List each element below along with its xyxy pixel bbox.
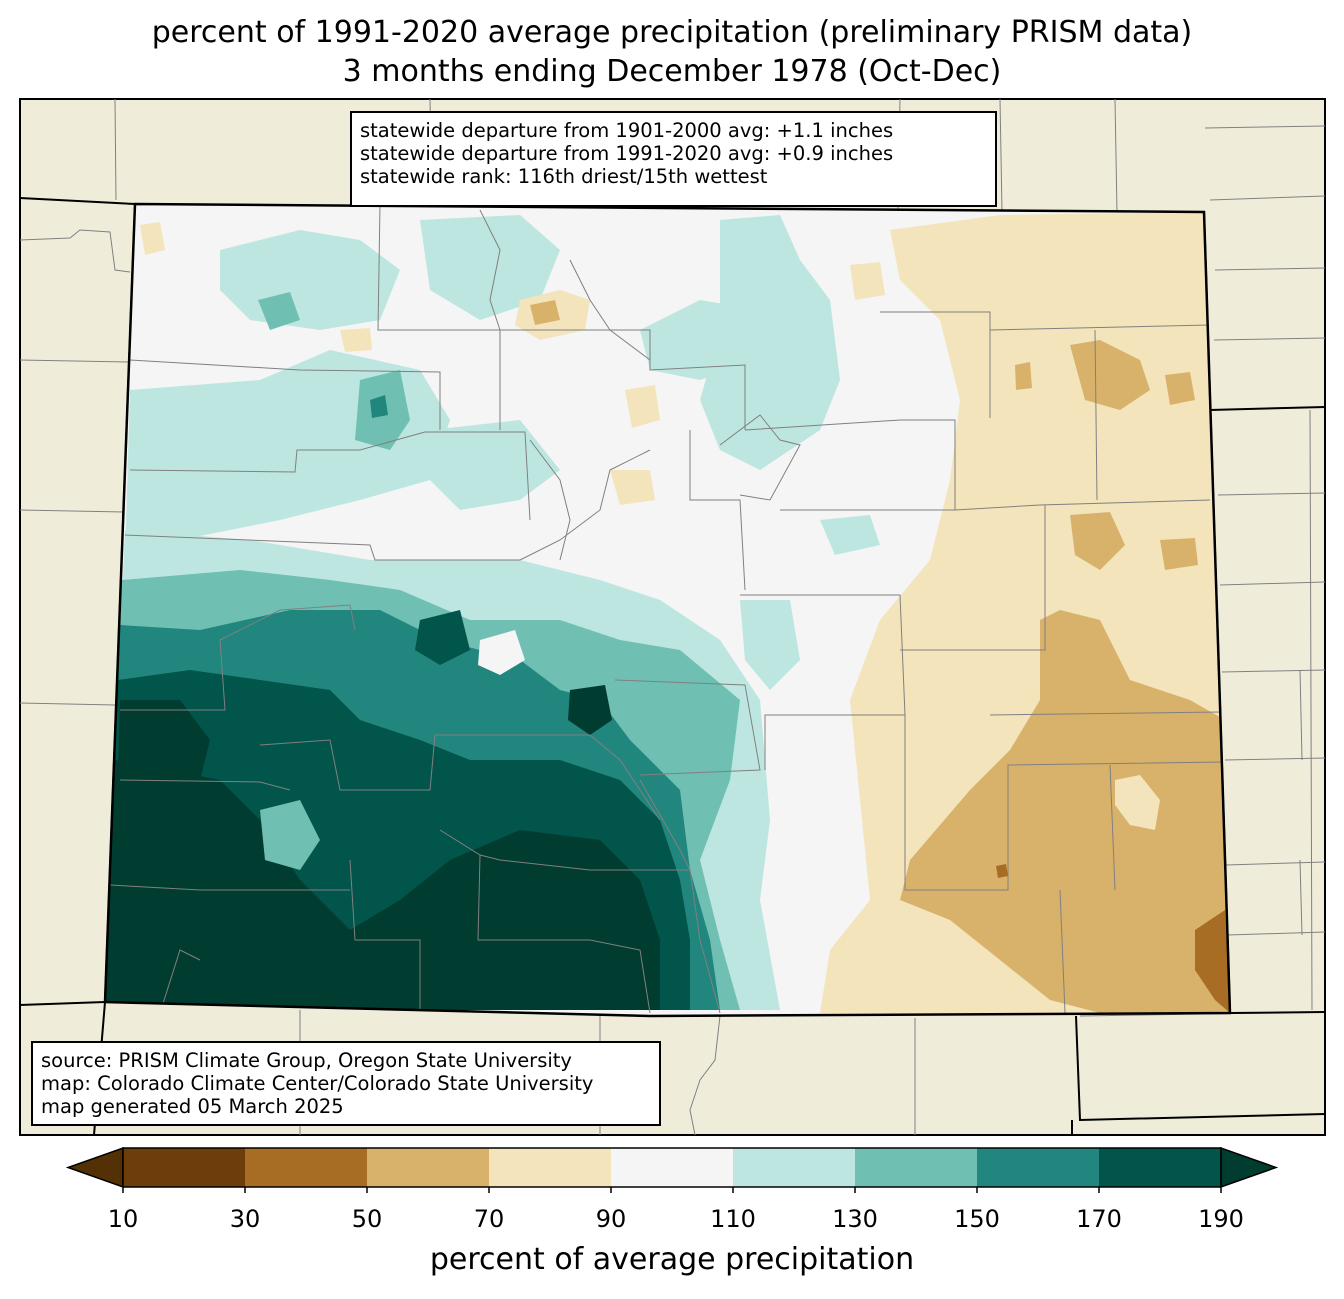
map-title-line2: 3 months ending December 1978 (Oct-Dec) [342,54,1002,89]
colorbar-tick-label: 130 [832,1205,878,1233]
county-lines [109,204,1226,1014]
source-map-credit: map: Colorado Climate Center/Colorado St… [41,1072,594,1095]
colorbar [65,1146,1279,1193]
colorbar-segment [1099,1148,1222,1187]
colorbar-over-arrow [1220,1146,1279,1189]
colorado-precip-field [105,204,1230,1016]
colorbar-segment [977,1148,1100,1187]
colorado-border [103,202,1232,1018]
colorbar-segment [245,1148,368,1187]
colorbar-tick-label: 190 [1198,1205,1244,1233]
statewide-stats-box: statewide departure from 1901-2000 avg: … [350,111,997,207]
colorbar-segment [489,1148,612,1187]
colorbar-label: percent of average precipitation [429,1242,915,1277]
stats-departure-1901-2000: statewide departure from 1901-2000 avg: … [360,119,894,142]
colorbar-tick-label: 70 [473,1205,505,1233]
colorbar-tick-label: 170 [1076,1205,1122,1233]
neighbor-county-lines [19,98,1326,1136]
colorbar-segment [367,1148,490,1187]
colorbar-segment [123,1148,246,1187]
colorbar-under-arrow [65,1146,124,1189]
colorbar-tick-label: 110 [710,1205,756,1233]
colorbar-tick-label: 150 [954,1205,1000,1233]
map-title-line1: percent of 1991-2020 average precipitati… [151,15,1193,50]
source-box: source: PRISM Climate Group, Oregon Stat… [31,1041,661,1126]
colorbar-outline [122,1147,1222,1188]
stats-rank: statewide rank: 116th driest/15th wettes… [360,165,768,188]
colorbar-tick-label: 30 [229,1205,261,1233]
colorbar-tick-label: 50 [351,1205,383,1233]
stats-departure-1991-2020: statewide departure from 1991-2020 avg: … [360,142,894,165]
colorbar-segment [855,1148,978,1187]
colorbar-segment [611,1148,734,1187]
source-generated-date: map generated 05 March 2025 [41,1095,344,1118]
colorbar-tick-label: 10 [107,1205,139,1233]
source-prism: source: PRISM Climate Group, Oregon Stat… [41,1049,572,1072]
colorbar-tick-label: 90 [595,1205,627,1233]
colorbar-segment [733,1148,856,1187]
